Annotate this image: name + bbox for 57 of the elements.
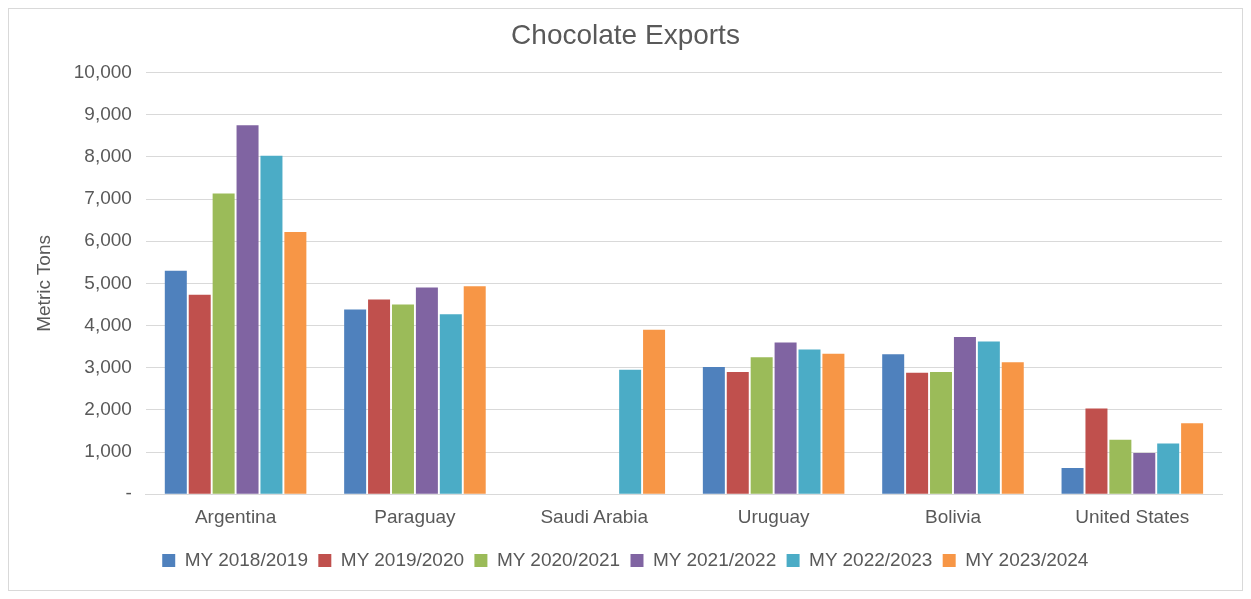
x-tick-label: Bolivia — [924, 505, 982, 527]
bar — [930, 371, 953, 494]
y-tick-label: 10,000 — [73, 60, 132, 82]
bar — [1061, 468, 1084, 494]
bar — [1157, 443, 1180, 494]
bar — [368, 299, 391, 494]
bar — [882, 354, 905, 494]
bar — [643, 329, 666, 494]
bar — [750, 357, 773, 494]
bar — [344, 309, 367, 494]
legend-label: MY 2018/2019 — [184, 548, 308, 570]
bar — [236, 125, 259, 494]
bar — [702, 366, 725, 494]
legend-label: MY 2020/2021 — [496, 548, 621, 570]
bar — [1133, 452, 1156, 494]
x-tick-label: United States — [1075, 505, 1190, 527]
y-tick-label: 9,000 — [84, 102, 132, 124]
legend-label: MY 2023/2024 — [965, 548, 1089, 570]
legend-label: MY 2019/2020 — [340, 548, 465, 570]
bar — [188, 294, 211, 494]
bar — [619, 369, 642, 494]
y-tick-label: 1,000 — [84, 440, 132, 462]
y-tick-label: 2,000 — [84, 398, 132, 420]
bar — [1085, 408, 1108, 494]
y-tick-label: 6,000 — [84, 229, 132, 251]
y-tick-label: 4,000 — [84, 313, 132, 335]
x-tick-label: Argentina — [194, 505, 277, 527]
y-tick-label: 7,000 — [84, 187, 132, 209]
bar — [463, 286, 486, 494]
bar — [726, 371, 749, 494]
y-tick-label: 5,000 — [84, 271, 132, 293]
bar — [977, 341, 1000, 494]
chart-title: Chocolate Exports — [511, 18, 740, 50]
y-tick-label: 8,000 — [84, 145, 132, 167]
y-tick-label: 3,000 — [84, 355, 132, 377]
bar — [1001, 362, 1024, 494]
y-axis-title: Metric Tons — [32, 235, 54, 332]
y-tick-label: - — [125, 482, 132, 504]
bar — [953, 336, 976, 494]
bar — [774, 342, 797, 494]
bar — [212, 193, 235, 494]
bar — [439, 314, 462, 494]
bar — [822, 353, 845, 494]
x-tick-label: Paraguay — [374, 505, 457, 527]
bar — [391, 304, 414, 494]
bar — [1109, 439, 1132, 494]
bar — [260, 155, 283, 494]
bar — [284, 231, 307, 494]
bar — [906, 372, 929, 494]
x-tick-label: Saudi Arabia — [540, 505, 649, 527]
legend-label: MY 2022/2023 — [809, 548, 933, 570]
bar — [164, 270, 187, 494]
legend-label: MY 2021/2022 — [653, 548, 777, 570]
bar — [415, 287, 438, 494]
x-tick-label: Uruguay — [737, 505, 811, 527]
bar — [798, 349, 821, 494]
bar — [1181, 423, 1204, 494]
